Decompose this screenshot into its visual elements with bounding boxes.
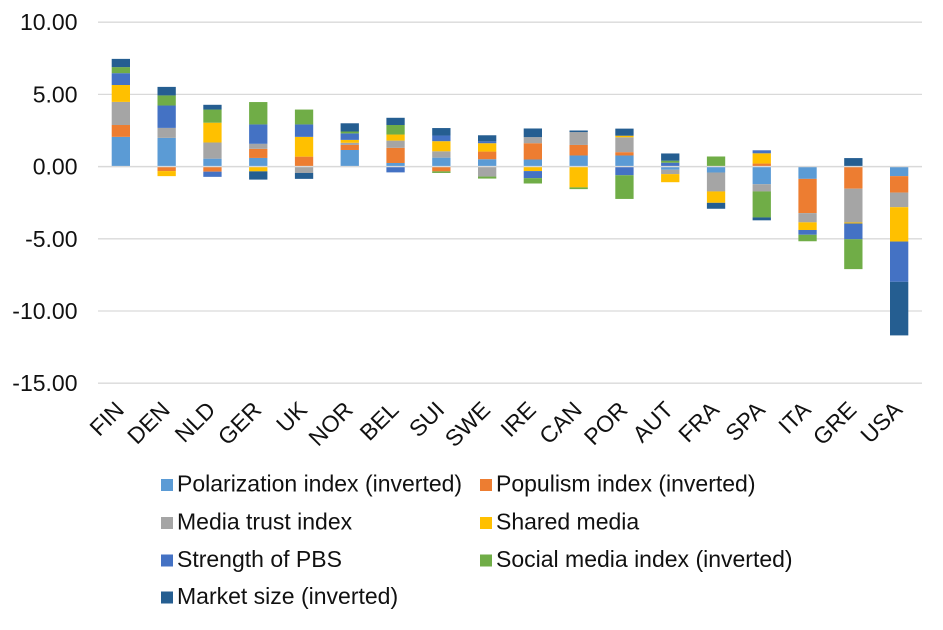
svg-text:-5.00: -5.00 — [25, 226, 77, 252]
svg-text:0.00: 0.00 — [33, 154, 78, 180]
svg-text:Polarization index (inverted): Polarization index (inverted) — [177, 470, 462, 496]
svg-text:5.00: 5.00 — [33, 81, 78, 107]
svg-text:10.00: 10.00 — [20, 9, 78, 35]
svg-text:Strength of PBS: Strength of PBS — [177, 546, 342, 572]
svg-text:Populism index (inverted): Populism index (inverted) — [496, 470, 756, 496]
svg-text:-15.00: -15.00 — [12, 370, 77, 396]
svg-text:Market size (inverted): Market size (inverted) — [177, 583, 398, 609]
svg-text:Shared media: Shared media — [496, 508, 639, 534]
svg-text:Media trust index: Media trust index — [177, 508, 353, 534]
svg-text:-10.00: -10.00 — [12, 298, 77, 324]
svg-text:Social media index (inverted): Social media index (inverted) — [496, 546, 793, 572]
